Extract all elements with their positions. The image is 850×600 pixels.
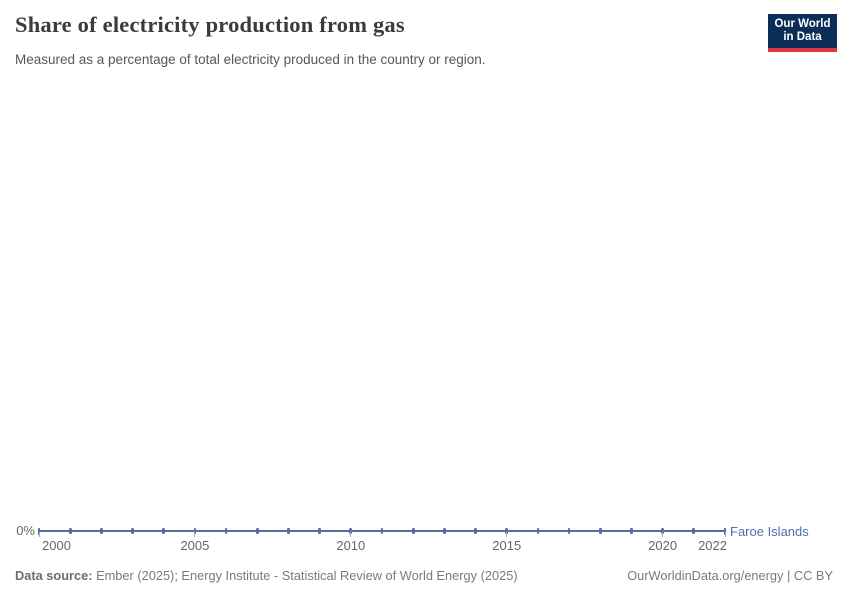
data-point-2001[interactable]: [68, 528, 72, 534]
x-tick-label-2000: 2000: [42, 538, 71, 553]
x-tick-label-2015: 2015: [492, 538, 522, 553]
x-tick-2015: [506, 532, 508, 537]
x-tick-label-2020: 2020: [648, 538, 678, 553]
x-tick-2010: [350, 532, 352, 537]
x-tick-2005: [194, 532, 196, 537]
series-label-faroe-islands[interactable]: Faroe Islands: [730, 524, 809, 539]
x-tick-2000: [38, 532, 40, 537]
data-point-2012[interactable]: [411, 528, 415, 534]
data-point-2008[interactable]: [287, 528, 290, 534]
data-point-2010[interactable]: [349, 528, 353, 534]
x-tick-2022: [724, 532, 726, 537]
data-point-2002[interactable]: [99, 528, 103, 534]
data-point-2009[interactable]: [318, 528, 322, 534]
data-point-2020[interactable]: [661, 528, 665, 534]
data-point-2018[interactable]: [598, 528, 602, 534]
owid-logo-line2: in Data: [783, 31, 822, 43]
data-point-2000[interactable]: [37, 528, 41, 534]
data-point-2013[interactable]: [442, 528, 446, 534]
data-point-2017[interactable]: [567, 528, 571, 534]
data-point-2014[interactable]: [474, 528, 477, 534]
x-tick-label-2010: 2010: [336, 538, 366, 553]
data-point-2004[interactable]: [162, 528, 166, 534]
x-tick-label-2022: 2022: [698, 538, 727, 553]
data-point-2016[interactable]: [536, 528, 540, 534]
x-tick-2020: [662, 532, 664, 537]
data-point-2005[interactable]: [193, 528, 197, 534]
y-axis-zero-label: 0%: [16, 523, 35, 538]
license-note[interactable]: OurWorldinData.org/energy | CC BY: [627, 568, 833, 583]
data-point-2003[interactable]: [131, 528, 134, 534]
chart-subtitle: Measured as a percentage of total electr…: [15, 52, 486, 67]
data-point-2021[interactable]: [692, 528, 696, 534]
data-point-2015[interactable]: [505, 528, 509, 534]
data-point-2019[interactable]: [630, 528, 633, 534]
owid-logo-line1: Our World: [774, 17, 831, 30]
data-source-label: Data source:: [15, 568, 93, 583]
data-point-2007[interactable]: [255, 528, 259, 534]
data-point-2022[interactable]: [723, 528, 727, 534]
data-source-text: Ember (2025); Energy Institute - Statist…: [92, 568, 518, 583]
chart-title: Share of electricity production from gas: [15, 12, 405, 37]
data-point-2011[interactable]: [380, 528, 384, 534]
data-source-note: Data source: Ember (2025); Energy Instit…: [15, 568, 518, 583]
data-point-2006[interactable]: [224, 528, 228, 534]
x-tick-label-2005: 2005: [180, 538, 210, 553]
owid-logo: Our World in Data: [768, 14, 837, 52]
